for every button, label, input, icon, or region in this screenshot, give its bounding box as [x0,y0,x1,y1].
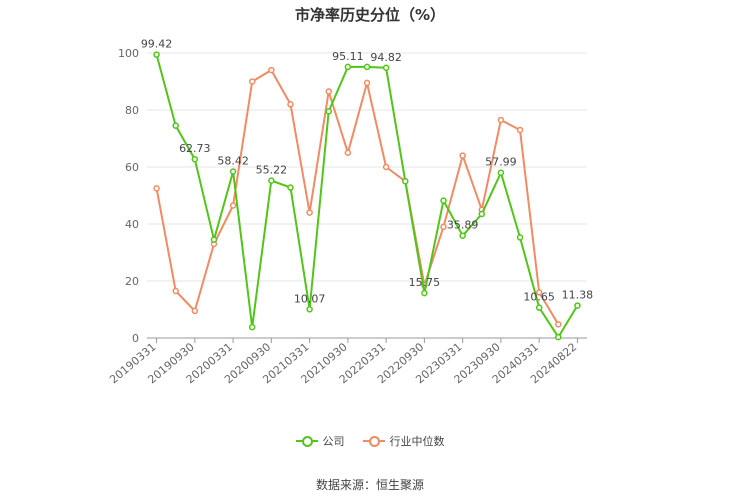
data-label: 10.07 [294,292,326,305]
y-tick-label: 60 [125,161,139,174]
data-point [153,51,160,58]
data-point [287,184,294,191]
y-tick-label: 80 [125,104,139,117]
data-point [382,64,390,72]
data-point [402,178,409,185]
legend-label-company: 公司 [322,435,345,448]
data-point [248,78,256,85]
data-label: 58.42 [217,155,249,168]
data-label: 99.42 [141,38,173,51]
data-point [153,185,160,192]
y-tick-label: 40 [125,218,139,231]
data-point [363,79,371,87]
data-point [478,210,486,218]
data-point [229,202,237,209]
data-point [191,155,199,163]
y-tick-label: 0 [132,332,139,345]
data-label: 95.11 [332,50,364,63]
data-label: 55.22 [256,164,288,177]
series-line-1 [155,69,560,325]
data-point [574,302,581,309]
data-point [535,304,543,311]
data-label: 94.82 [370,51,402,64]
series-lines [153,51,581,341]
data-label: 15.75 [409,276,441,289]
axes: 0204060801002019033120190930202003312020… [107,47,587,386]
legend: 公司 行业中位数 [0,433,740,449]
data-point [172,122,179,129]
data-point [440,197,447,204]
y-tick-label: 100 [118,47,139,60]
data-point [363,63,371,71]
data-source: 数据来源：恒生聚源 [315,478,424,492]
data-point [459,232,466,239]
data-point [344,149,352,156]
data-label: 10.65 [523,291,555,304]
data-point [287,101,294,108]
data-point [555,333,562,341]
data-point [306,209,313,216]
data-point [535,289,543,296]
data-point [325,88,332,95]
data-point [497,116,505,124]
legend-swatch-industry-median [362,436,385,447]
data-point [306,306,313,313]
y-tick-label: 20 [125,275,139,288]
chart-title: 市净率历史分位（%） [294,6,446,24]
data-label: 11.38 [562,289,594,302]
legend-label-industry-median: 行业中位数 [389,435,445,448]
data-point [191,307,199,315]
grid-lines [147,52,587,282]
data-point [210,236,218,243]
data-point [268,177,275,184]
data-point [555,321,562,328]
data-point [248,323,256,331]
data-point [325,108,332,115]
data-point [382,163,390,171]
data-point [229,168,237,175]
legend-item-company[interactable]: 公司 [295,433,345,449]
series-line-0 [155,54,579,339]
data-point [497,169,505,176]
data-label: 62.73 [179,142,211,155]
data-point [344,63,352,71]
data-point [421,289,428,297]
legend-swatch-company [295,436,318,447]
data-point [440,223,447,231]
data-point [172,287,179,295]
data-point [459,152,466,159]
data-label: 57.99 [485,156,517,169]
line-chart: 0204060801002019033120190930202003312020… [107,38,593,387]
data-labels: 99.42 62.73 58.42 55.22 10.07 95.11 94.82 15.75… [141,38,593,306]
data-point [516,126,524,134]
data-point [268,66,275,74]
data-label: 35.89 [447,219,479,232]
legend-item-industry-median[interactable]: 行业中位数 [362,433,445,449]
data-point [516,234,524,241]
